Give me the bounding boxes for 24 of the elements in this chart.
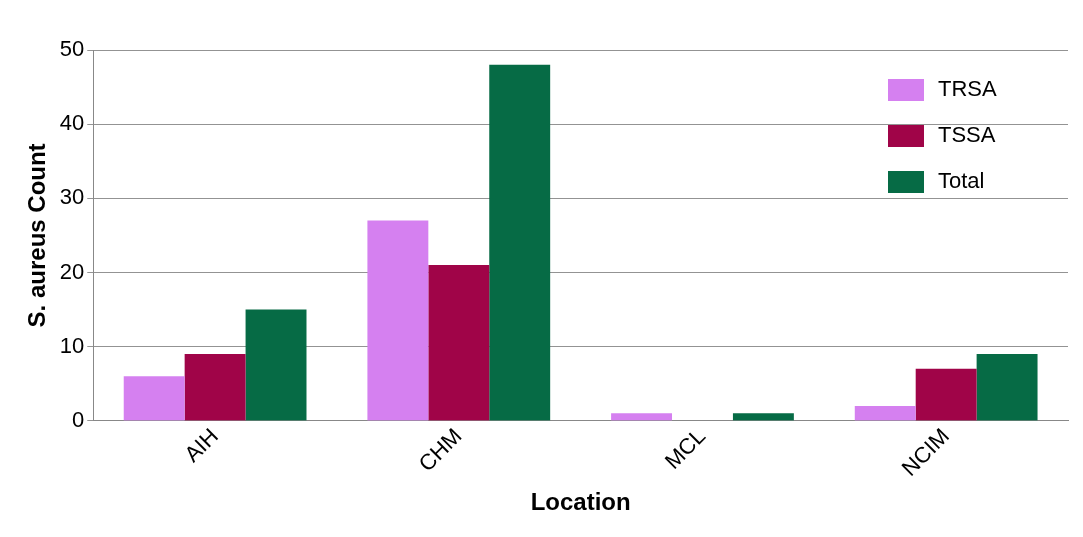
bar bbox=[854, 405, 916, 421]
x-tick-label: AIH bbox=[179, 423, 223, 467]
y-tick-label: 20 bbox=[59, 258, 85, 284]
bar bbox=[915, 368, 977, 421]
bar bbox=[184, 354, 246, 421]
bar bbox=[611, 413, 673, 421]
x-axis-title: Location bbox=[530, 488, 631, 516]
bar bbox=[976, 354, 1038, 421]
bar bbox=[367, 220, 429, 421]
bar bbox=[428, 265, 490, 421]
y-tick-label: 10 bbox=[59, 332, 85, 358]
bar bbox=[245, 309, 307, 421]
y-tick-label: 30 bbox=[59, 184, 85, 210]
bar bbox=[123, 376, 185, 421]
legend-label: Total bbox=[938, 168, 985, 194]
bar bbox=[489, 64, 551, 421]
legend-label: TSSA bbox=[938, 122, 996, 148]
y-tick-label: 0 bbox=[72, 406, 85, 432]
x-tick-label: MCL bbox=[659, 423, 711, 474]
y-axis-title: S. aureus Count bbox=[23, 143, 51, 328]
legend-label: TRSA bbox=[938, 76, 997, 102]
bar bbox=[732, 413, 794, 421]
y-tick-label: 40 bbox=[59, 110, 85, 136]
y-tick-label: 50 bbox=[59, 36, 85, 62]
